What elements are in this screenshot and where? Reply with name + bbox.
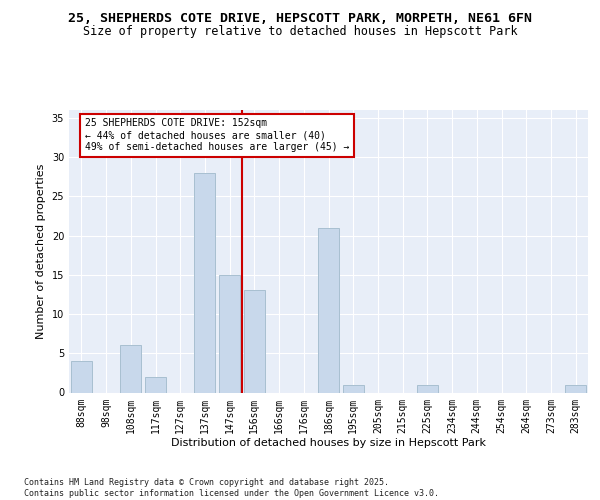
Text: 25, SHEPHERDS COTE DRIVE, HEPSCOTT PARK, MORPETH, NE61 6FN: 25, SHEPHERDS COTE DRIVE, HEPSCOTT PARK,… bbox=[68, 12, 532, 26]
Bar bbox=[343, 384, 364, 392]
Text: 25 SHEPHERDS COTE DRIVE: 152sqm
← 44% of detached houses are smaller (40)
49% of: 25 SHEPHERDS COTE DRIVE: 152sqm ← 44% of… bbox=[85, 118, 349, 152]
Bar bbox=[244, 290, 265, 392]
Y-axis label: Number of detached properties: Number of detached properties bbox=[36, 164, 46, 339]
Bar bbox=[71, 361, 92, 392]
Bar bbox=[565, 384, 586, 392]
X-axis label: Distribution of detached houses by size in Hepscott Park: Distribution of detached houses by size … bbox=[171, 438, 486, 448]
Bar bbox=[194, 173, 215, 392]
Bar bbox=[219, 275, 240, 392]
Bar bbox=[120, 346, 141, 393]
Text: Contains HM Land Registry data © Crown copyright and database right 2025.
Contai: Contains HM Land Registry data © Crown c… bbox=[24, 478, 439, 498]
Text: Size of property relative to detached houses in Hepscott Park: Size of property relative to detached ho… bbox=[83, 25, 517, 38]
Bar bbox=[318, 228, 339, 392]
Bar bbox=[417, 384, 438, 392]
Bar bbox=[145, 377, 166, 392]
